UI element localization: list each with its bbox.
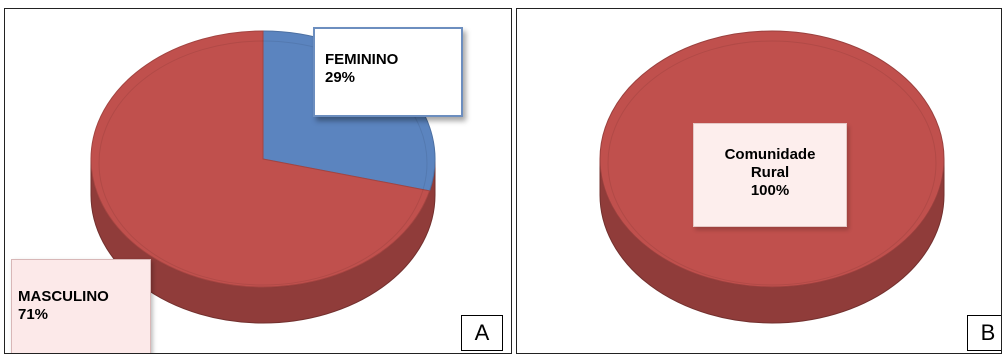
slice-label-feminino: FEMININO [325, 51, 399, 68]
pie-rim-a [98, 40, 428, 286]
panel-letter-b: B [967, 315, 1001, 351]
panel-a: FEMININO 29% MASCULINO 71% A [4, 8, 512, 354]
pie-slice-masculino [90, 30, 431, 288]
slice-value-masculino: 71% [18, 306, 49, 323]
panel-divider [512, 8, 516, 354]
data-label-comunidade-rural: Comunidade Rural 100% [693, 123, 847, 227]
slice-label-masculino: MASCULINO [18, 288, 109, 305]
data-label-masculino: MASCULINO 71% [11, 259, 151, 353]
panel-b: Comunidade Rural 100% B [516, 8, 1002, 354]
slice-value-feminino: 29% [325, 69, 356, 86]
pie-rim-b [607, 40, 937, 286]
slice-label-line1: Comunidade [724, 146, 816, 163]
panel-letter-a: A [461, 315, 503, 351]
slice-value-rural: 100% [750, 182, 790, 199]
slice-label-line2: Rural [750, 164, 790, 181]
data-label-feminino: FEMININO 29% [313, 27, 463, 117]
